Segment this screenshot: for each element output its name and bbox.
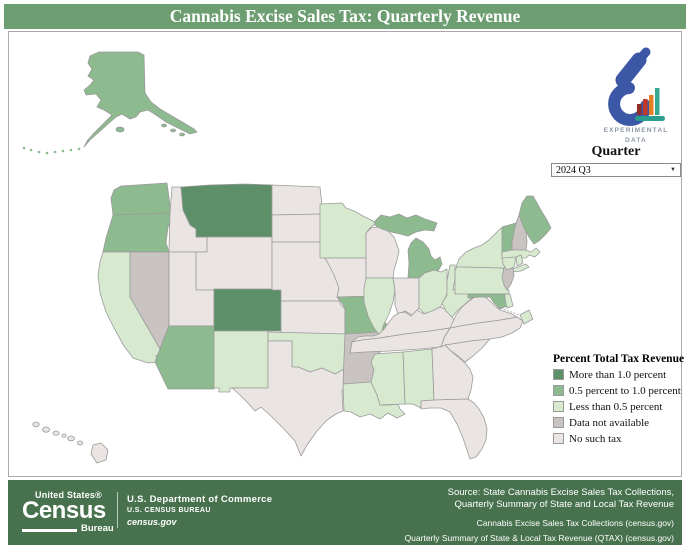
source-link-2[interactable]: Quarterly Summary of State & Local Tax R… (404, 532, 674, 543)
census-bureau-logo: United States® Census Bureau (22, 490, 122, 534)
logo-base (635, 116, 665, 121)
legend-item: 0.5 percent to 1.0 percent (553, 385, 688, 397)
dept-of-commerce: U.S. Department of Commerce (127, 494, 273, 505)
footer-divider (117, 492, 118, 528)
legend: Percent Total Tax Revenue More than 1.0 … (553, 353, 688, 449)
census-gov: census.gov (127, 517, 177, 527)
logo-bar-3 (649, 95, 654, 115)
state-AK[interactable] (83, 51, 198, 148)
dc-callout-line (496, 306, 521, 316)
state-WY[interactable] (195, 236, 273, 291)
state-NM[interactable] (213, 330, 269, 393)
legend-swatch-0-5-to-1 (553, 385, 564, 396)
state-HI[interactable] (32, 421, 109, 464)
microscope-body (608, 82, 652, 126)
census-logo-bureau: Bureau (81, 522, 114, 534)
legend-item: No such tax (553, 433, 688, 445)
state-DE[interactable] (504, 293, 514, 309)
experimental-data-logo (608, 47, 665, 126)
state-OR[interactable] (102, 212, 174, 253)
title-bar: Cannabis Excise Sales Tax: Quarterly Rev… (4, 4, 686, 29)
state-CO[interactable] (213, 288, 283, 332)
state-ND[interactable] (271, 184, 324, 216)
source-link-1[interactable]: Cannabis Excise Sales Tax Collections (c… (476, 517, 674, 528)
experimental-data-label-1: EXPERIMENTAL (603, 127, 669, 134)
legend-swatch-more-than-1 (553, 369, 564, 380)
legend-item: Data not available (553, 417, 688, 429)
us-census-bureau: U.S. CENSUS BUREAU (127, 507, 211, 514)
alaska-aleutian-islands (22, 146, 81, 155)
quarter-label: Quarter (591, 144, 641, 159)
state-PA[interactable] (454, 263, 510, 295)
state-IN[interactable] (392, 277, 420, 317)
legend-title: Percent Total Tax Revenue (553, 353, 685, 365)
experimental-data-label-2: DATA (625, 136, 647, 144)
census-logo-underline (22, 528, 77, 532)
logo-bar-2 (643, 99, 648, 115)
quarter-selected-value: 2024 Q3 (556, 164, 591, 176)
state-DC[interactable] (519, 309, 534, 325)
state-SD[interactable] (271, 213, 327, 243)
legend-item: More than 1.0 percent (553, 369, 688, 381)
state-KS[interactable] (280, 300, 346, 335)
footer-bar: United States® Census Bureau U.S. Depart… (8, 480, 682, 545)
source-text: Source: State Cannabis Excise Sales Tax … (447, 487, 674, 510)
legend-swatch-not-available (553, 417, 564, 428)
census-logo-census: Census (22, 497, 106, 524)
legend-item: Less than 0.5 percent (553, 401, 688, 413)
state-WA[interactable] (110, 182, 172, 216)
state-ME[interactable] (518, 195, 552, 245)
quarter-select[interactable]: 2024 Q3 ▼ (551, 163, 681, 177)
state-WI[interactable] (365, 226, 400, 279)
state-FL[interactable] (420, 398, 488, 460)
legend-swatch-less-than-0-5 (553, 401, 564, 412)
microscope-arm (615, 52, 647, 88)
state-AL[interactable] (402, 348, 435, 409)
state-CT[interactable] (501, 256, 517, 271)
page-title: Cannabis Excise Sales Tax: Quarterly Rev… (169, 6, 521, 26)
logo-bar-1 (637, 104, 642, 115)
logo-bar-4 (655, 88, 660, 115)
state-RI[interactable] (515, 254, 524, 267)
census-logo-united-states: United States® (35, 490, 102, 500)
chevron-down-icon: ▼ (670, 167, 676, 173)
legend-swatch-no-such-tax (553, 433, 564, 444)
state-TX[interactable] (231, 340, 347, 457)
